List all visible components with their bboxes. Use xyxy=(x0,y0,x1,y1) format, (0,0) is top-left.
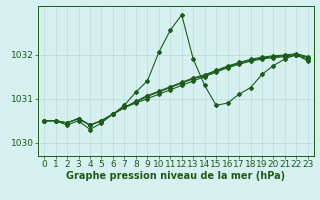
X-axis label: Graphe pression niveau de la mer (hPa): Graphe pression niveau de la mer (hPa) xyxy=(67,171,285,181)
